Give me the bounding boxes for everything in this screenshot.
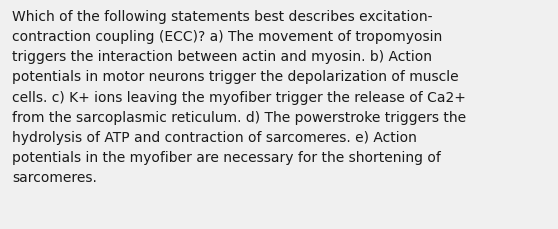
Text: Which of the following statements best describes excitation-
contraction couplin: Which of the following statements best d… (12, 10, 466, 184)
